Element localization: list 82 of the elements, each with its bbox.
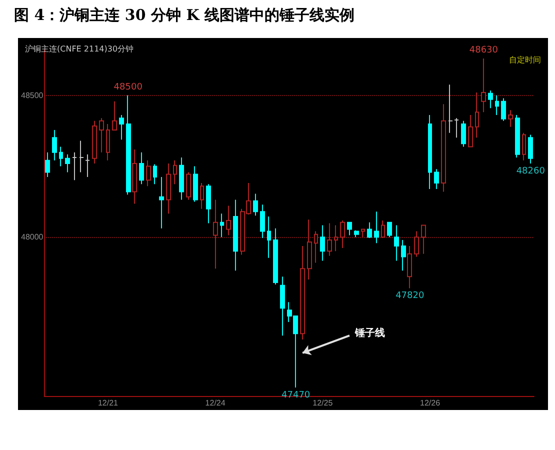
- candlestick: [79, 140, 84, 173]
- chart-subtitle: 沪铜主连(CNFE 2114)30分钟: [25, 44, 134, 54]
- candlestick: [112, 100, 117, 130]
- candlestick: [501, 98, 506, 122]
- candlestick: [146, 160, 151, 187]
- candlestick: [206, 184, 211, 224]
- candlestick: [522, 132, 526, 161]
- candlestick: [407, 245, 412, 289]
- candlestick: [92, 120, 97, 164]
- candlestick: [515, 114, 520, 158]
- candlestick: [354, 230, 359, 238]
- candlestick: [280, 276, 285, 336]
- candlestick: [132, 149, 137, 204]
- x-tick-label: 12/24: [205, 398, 226, 408]
- candlestick: [72, 152, 77, 181]
- candlestick: [267, 216, 271, 258]
- candlestick: [481, 58, 486, 113]
- candlestick: [220, 213, 224, 238]
- candlestick: [186, 172, 191, 200]
- candlestick: [468, 114, 473, 148]
- candlestick: [508, 110, 513, 128]
- candlestick: [307, 219, 312, 280]
- candlestick: [159, 176, 164, 229]
- candlestick: [428, 114, 432, 190]
- candlestick: [320, 224, 325, 262]
- candlestick: [260, 204, 265, 239]
- candlestick: [488, 90, 493, 109]
- candlestick: [374, 211, 379, 244]
- candlestick: [414, 230, 419, 258]
- candlestick: [126, 94, 131, 196]
- candlestick: [173, 160, 177, 185]
- candlestick: [226, 205, 231, 236]
- candlestick: [213, 199, 218, 270]
- y-tick-label: 48000: [20, 232, 44, 242]
- candlestick: [394, 224, 399, 262]
- candlestick: [381, 220, 385, 239]
- text: 48260: [516, 166, 545, 176]
- candlestick: [99, 118, 104, 153]
- candlestick: [179, 156, 184, 200]
- candlestick: [361, 228, 365, 238]
- candlestick: [139, 152, 144, 185]
- candlestick: [65, 154, 70, 173]
- candlestick: [448, 84, 453, 134]
- candlestick: [106, 124, 110, 161]
- candlestick: [334, 224, 338, 252]
- candlestick: [327, 222, 332, 256]
- candlestick: [347, 222, 352, 236]
- annotation: 自定时间: [509, 56, 541, 64]
- candlestick: [461, 120, 466, 148]
- candlestick: [273, 228, 278, 286]
- candlestick: [401, 240, 406, 272]
- candlestick: [387, 222, 392, 238]
- candlestick: [200, 182, 204, 210]
- candlestick: [52, 129, 57, 161]
- candlestick: [314, 230, 318, 264]
- candlestick: [340, 220, 345, 248]
- candlestick: [475, 92, 479, 138]
- chart-title: 图 4：沪铜主连 30 分钟 K 线图谱中的锤子线实例: [14, 6, 354, 25]
- candlestick: [300, 245, 305, 340]
- candlestick: [166, 162, 171, 214]
- candlestick: [153, 164, 157, 185]
- candlestick: [253, 193, 258, 216]
- x-tick-label: 12/25: [312, 398, 334, 408]
- candlestick: [85, 154, 90, 178]
- candlestick: [441, 104, 446, 192]
- annotation: 锤子线: [354, 327, 386, 340]
- candlestick: [528, 134, 533, 164]
- candlestick: [421, 224, 426, 254]
- x-tick-label: 12/26: [420, 398, 441, 408]
- candlestick: [119, 114, 124, 140]
- candlestick: [193, 166, 198, 202]
- text: 47820: [396, 291, 424, 302]
- text: 48630: [469, 46, 498, 56]
- candlestick: [59, 146, 63, 167]
- candlestick: [434, 168, 439, 190]
- candlestick: [233, 199, 238, 272]
- candlestick: [495, 94, 499, 116]
- candlestick: [367, 222, 372, 239]
- candlestick: [454, 118, 459, 138]
- x-tick-label: 12/21: [98, 398, 119, 408]
- candlestick: [45, 152, 50, 178]
- text: 48500: [114, 82, 142, 92]
